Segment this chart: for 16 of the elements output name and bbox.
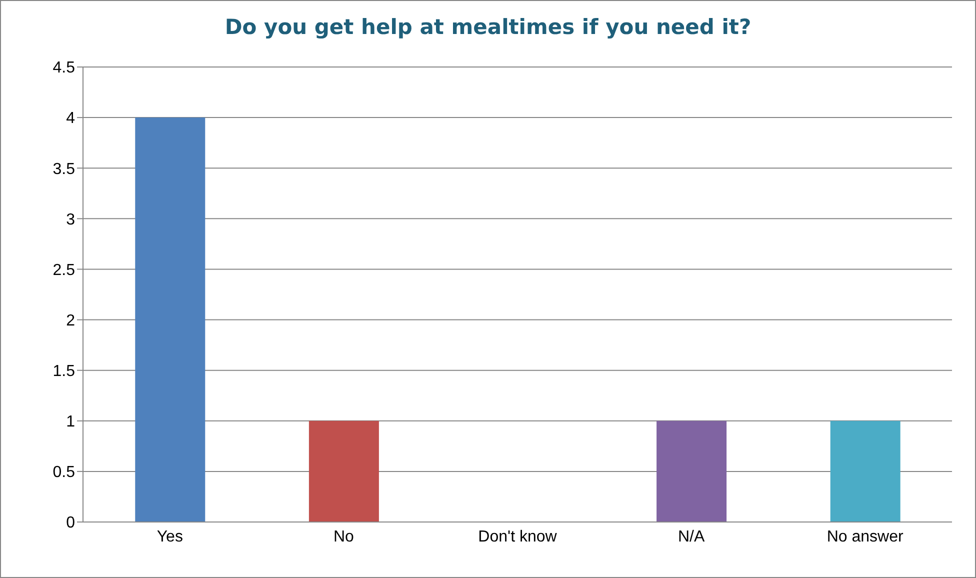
y-tick-label: 1.5 <box>52 363 76 380</box>
y-tick-label: 2 <box>66 312 76 330</box>
x-tick-label: N/A <box>678 528 705 546</box>
y-tick-label: 4 <box>66 110 76 128</box>
y-tick-label: 4.5 <box>52 60 76 77</box>
x-tick-label: Don't know <box>478 528 558 546</box>
x-tick-label: Yes <box>156 528 183 546</box>
y-tick-label: 3 <box>66 211 76 228</box>
x-tick-label: No <box>333 528 354 546</box>
y-tick-label: 2.5 <box>52 262 76 279</box>
y-tick-label: 1 <box>66 414 76 431</box>
x-tick-label: No answer <box>826 528 904 546</box>
chart-title: Do you get help at mealtimes if you need it? <box>224 15 752 39</box>
y-tick-label: 3.5 <box>52 160 76 178</box>
y-tick-label: 0 <box>66 514 76 532</box>
y-tick-label: 0.5 <box>52 464 76 482</box>
